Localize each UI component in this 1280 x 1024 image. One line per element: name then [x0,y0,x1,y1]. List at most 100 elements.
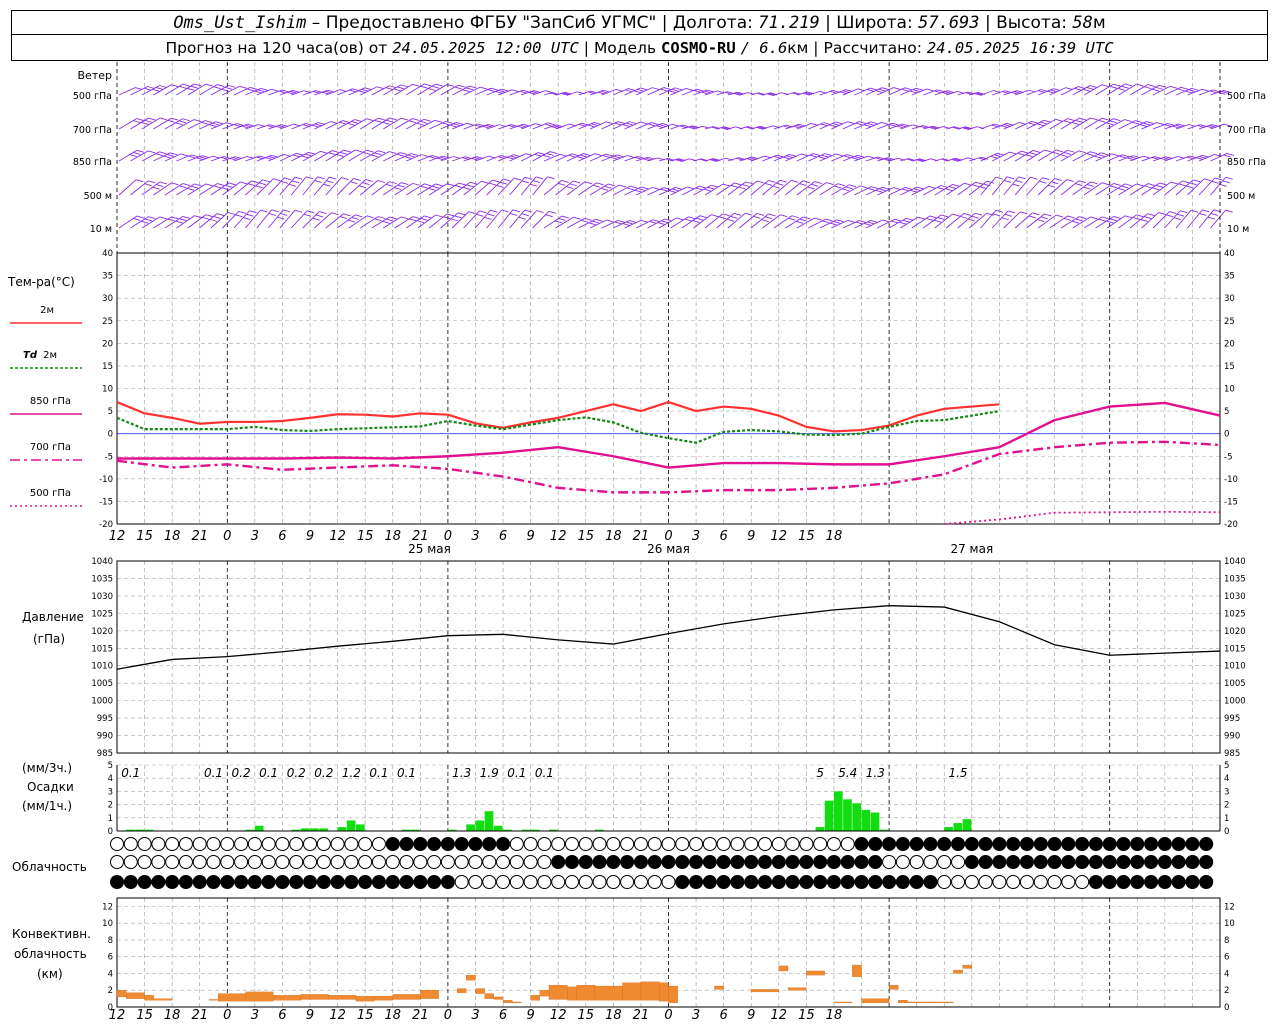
series-line-3 [116,440,1221,494]
cloud-cover-symbol [509,837,524,851]
wind-barb-flag [789,154,797,157]
wind-barb-flag [672,188,680,192]
wind-barb-flag [756,212,765,216]
wind-barb [601,184,620,196]
wind-barb-flag [1109,185,1118,189]
wind-barb-flag [320,150,328,154]
cloud-cover-symbol [496,875,511,889]
wind-barb [394,216,413,229]
wind-barb-flag [846,154,854,158]
wind-barb-flag [191,154,199,158]
wind-barb-flag [940,185,948,188]
x-tick-label: 6 [499,529,507,544]
conv-cloud-bar [934,1001,954,1003]
pressure-ytick-right: 990 [1224,732,1240,742]
wind-barb-flag [1066,179,1074,183]
cloud-cover-symbol [868,855,883,869]
wind-barb-flag [1222,180,1230,184]
wind-barb-flag [1188,89,1196,93]
conv-ytick-right: 0 [1224,1003,1229,1013]
wind-barb-flag [1001,217,1009,221]
cloud-cover-symbol [1157,855,1172,869]
wind-barb-flag [432,155,440,158]
cloud-cover-symbol [1171,855,1186,869]
wind-barb-flag [1129,156,1138,160]
cloud-cover-symbol [785,855,800,869]
wind-barb [658,123,673,130]
cloud-cover-symbol [813,875,828,889]
wind-barb [1003,150,1022,162]
wind-barb-flag [576,156,585,159]
cloud-cover-symbol [744,837,759,851]
wind-barb-flag [843,155,851,159]
wind-barb [452,122,467,130]
wind-barb-flag [841,188,850,192]
wind-barb-flag [1086,153,1094,157]
wind-barb-flag [362,182,370,185]
cloud-cover-symbol [1033,855,1048,869]
wind-barb-flag [400,152,408,155]
wind-barb-flag [829,222,838,226]
wind-barb-flag [1117,187,1125,191]
wind-barb [498,89,513,96]
wind-barb-flag [343,213,351,217]
cloud-cover-symbol [826,875,841,889]
wind-barb [348,149,367,162]
wind-barb [946,182,965,196]
wind-barb [624,121,641,130]
conv-cloud-bar [144,995,154,1001]
wind-barb-flag [592,184,601,188]
cloud-cover-symbol [895,875,910,889]
wind-barb [475,155,489,162]
wind-barb [141,151,160,162]
wind-barb-flag [622,124,630,128]
cloud-cover-symbol [1116,837,1131,851]
wind-barb-flag [277,216,285,220]
conv-cloud-bar [833,1001,853,1003]
wind-barb [968,212,987,229]
wind-barb [268,209,284,229]
wind-barb-flag [617,121,625,125]
wind-barb [670,88,687,96]
wind-barb-flag [1006,176,1015,180]
pressure-ytick-right: 1020 [1224,627,1246,637]
wind-barb [877,122,893,130]
wind-barb [417,183,436,196]
wind-barb-flag [1101,84,1110,88]
cloud-cover-symbol [992,837,1007,851]
wind-barb [405,215,425,229]
cloud-cover-symbol [1019,875,1034,889]
pressure-ytick-left: 990 [97,732,113,742]
cloud-cover-symbol [1088,855,1103,869]
conv-cloud-bar [273,995,301,1001]
wind-barb-flag [606,121,614,125]
wind-barb [1129,213,1148,229]
cloud-cover-symbol [895,855,910,869]
x-tick-label: 12 [109,529,126,544]
wind-barb-flag [891,122,900,126]
cloud-cover-symbol [427,875,442,889]
precip-bar [953,823,963,831]
cloud-cover-symbol [551,837,566,851]
wind-barb [589,219,607,229]
wind-barb-flag [1063,151,1072,155]
conv-cloud-bar [392,994,421,1000]
cloud-cover-symbol [1006,855,1021,869]
wind-barb-flag [1004,213,1013,217]
wind-barb-flag [1109,85,1118,89]
precip-bar [346,820,356,831]
precip-ytick-left: 5 [108,761,113,771]
conv-cloud-bar [530,995,540,1001]
cloud-cover-symbol [358,855,373,869]
x-tick-label: 15 [136,529,153,544]
precip-ytick-right: 0 [1224,827,1229,837]
wind-barb-flag [651,122,659,126]
wind-barb-flag [224,86,233,90]
wind-barb [463,210,480,229]
wind-barb [417,155,433,162]
conv-x-tick-label: 18 [384,1008,401,1023]
wind-barb [1152,123,1168,130]
conv-x-tick-label: 0 [444,1008,452,1023]
wind-barb-flag [1147,183,1156,187]
conv-cloud-bar [355,995,375,1002]
